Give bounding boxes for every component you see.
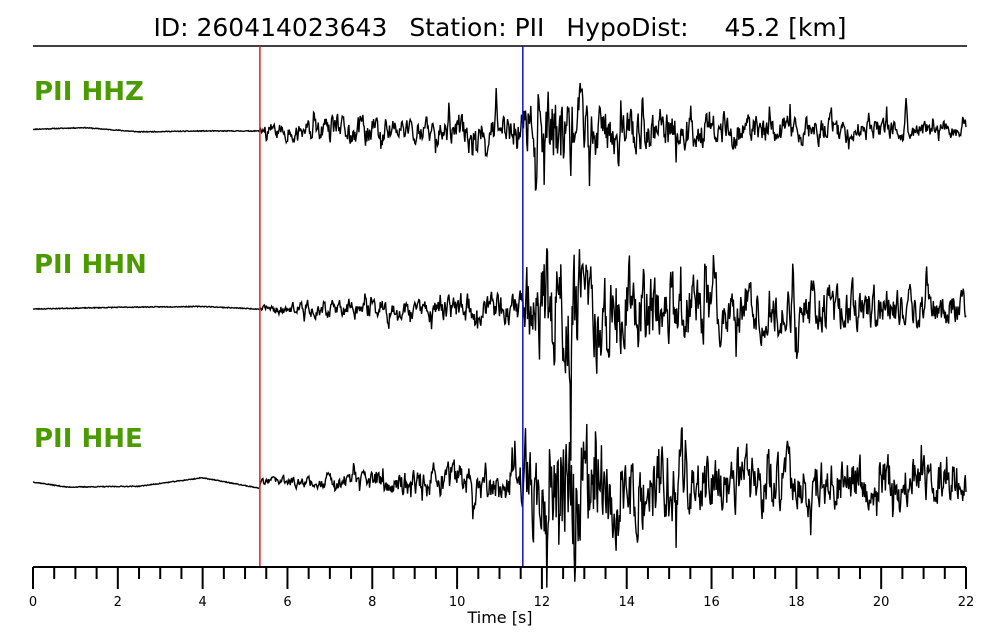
trace-pii-hhe (32, 423, 967, 588)
tick-label: 8 (368, 595, 376, 610)
x-axis-label: Time [s] (466, 608, 532, 627)
trace-pii-hhn (32, 248, 967, 461)
traces-group (32, 82, 967, 588)
tick-label: 4 (198, 595, 206, 610)
trace-pii-hhz (32, 82, 967, 191)
plot-title: ID: 260414023643 Station: PII HypoDist: … (153, 13, 846, 42)
trace-labels-group: PII HHZ PII HHN PII HHE (34, 77, 147, 454)
station-value: PII (515, 13, 545, 42)
event-id: 260414023643 (196, 13, 387, 42)
tick-label: 22 (958, 595, 975, 610)
tick-label: 20 (873, 595, 890, 610)
tick-label: 0 (29, 595, 37, 610)
tick-label: 10 (449, 595, 466, 610)
hypodist-value: 45.2 (725, 13, 781, 42)
tick-label: 6 (283, 595, 291, 610)
hypodist-label: HypoDist: (566, 13, 688, 42)
trace-label-pii-hhz: PII HHZ (34, 77, 144, 107)
trace-label-pii-hhe: PII HHE (34, 424, 143, 454)
tick-label: 12 (534, 595, 551, 610)
tick-label: 14 (618, 595, 635, 610)
tick-label: 18 (788, 595, 805, 610)
picks-group (259, 46, 524, 567)
hypodist-unit: [km] (788, 13, 846, 42)
trace-label-pii-hhn: PII HHN (34, 250, 147, 280)
tick-label: 16 (703, 595, 720, 610)
time-axis: 0 2 4 6 8 10 12 14 16 18 20 22 (29, 566, 975, 610)
station-label: Station: (409, 13, 506, 42)
id-label: ID: (153, 13, 188, 42)
tick-label: 2 (114, 595, 122, 610)
